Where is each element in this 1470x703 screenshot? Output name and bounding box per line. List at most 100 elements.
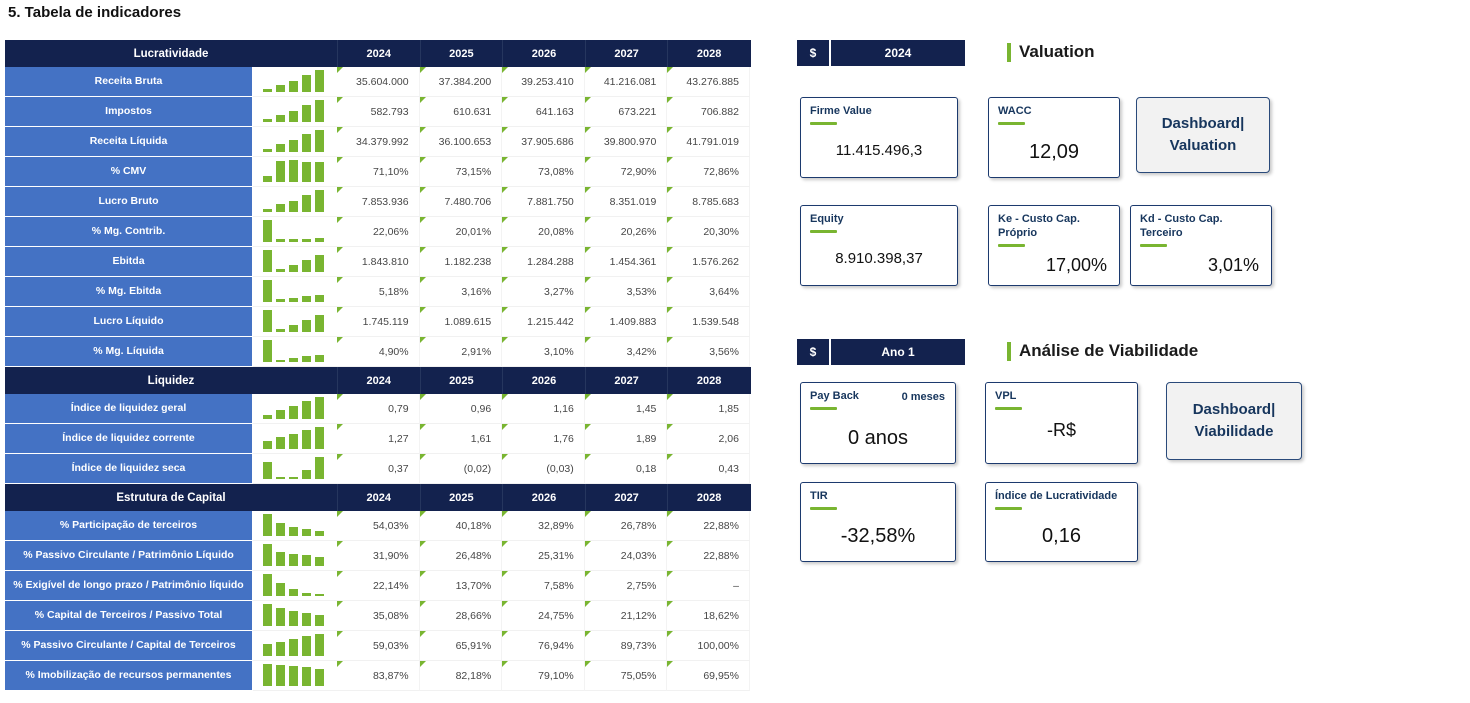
value-cell: 2,75% <box>584 571 668 601</box>
profitability-index-card: Índice de Lucratividade 0,16 <box>985 482 1138 562</box>
sparkline <box>253 277 337 307</box>
value-cell: (0,02) <box>419 454 503 484</box>
value-cell: 41.216.081 <box>584 67 668 97</box>
spark-bar <box>302 613 311 626</box>
spark-bar <box>276 360 285 362</box>
green-underline <box>995 406 1022 410</box>
row-label: % Participação de terceiros <box>5 511 253 541</box>
sparkline <box>253 187 337 217</box>
spark-bar <box>276 85 285 92</box>
spark-bar <box>302 134 311 152</box>
spark-bar <box>302 401 311 419</box>
value-cell: 100,00% <box>667 631 750 661</box>
table-row: Índice de liquidez corrente 1,27 1,61 1,76 1… <box>5 424 751 454</box>
spark-bar <box>302 105 311 122</box>
ke-label: Ke - Custo Cap. Próprio <box>998 213 1080 239</box>
year-header: 2028 <box>667 367 750 394</box>
spark-bar <box>315 634 324 656</box>
table-row: % Passivo Circulante / Capital de Tercei… <box>5 631 751 661</box>
value-cell: 1.284.288 <box>502 247 585 277</box>
value-cell: 1,76 <box>502 424 585 454</box>
sparkline <box>253 247 337 277</box>
value-cell: 24,03% <box>584 541 668 571</box>
value-cell: 20,01% <box>419 217 503 247</box>
dashboard-valuation-button[interactable]: Dashboard| Valuation <box>1136 97 1270 173</box>
sparkline <box>253 424 337 454</box>
spark-bar <box>289 160 298 182</box>
valuation-period: 2024 <box>884 46 912 60</box>
value-cell: 41.791.019 <box>667 127 750 157</box>
green-underline <box>995 506 1022 510</box>
row-label: Índice de liquidez seca <box>5 454 253 484</box>
value-cell: 2,06 <box>667 424 750 454</box>
spark-bar <box>263 441 272 449</box>
value-cell: 22,06% <box>337 217 420 247</box>
table-row: % Mg. Líquida 4,90% 2,91% 3,10% 3,42% 3,56% <box>5 337 751 367</box>
row-label: % CMV <box>5 157 253 187</box>
spark-bar <box>315 295 324 302</box>
spark-bar <box>315 130 324 152</box>
row-label: Índice de liquidez geral <box>5 394 253 424</box>
dashboard-viability-button[interactable]: Dashboard| Viabilidade <box>1166 382 1302 460</box>
value-cell: 34.379.992 <box>337 127 420 157</box>
value-cell: 36.100.653 <box>419 127 503 157</box>
value-cell: 37.384.200 <box>419 67 503 97</box>
year-header: 2026 <box>502 367 585 394</box>
spark-bar <box>315 557 324 566</box>
value-cell: 1,27 <box>337 424 420 454</box>
table-row: Receita Líquida 34.379.992 36.100.653 37.90… <box>5 127 751 157</box>
table-row: Índice de liquidez seca 0,37 (0,02) (0,03) 0… <box>5 454 751 484</box>
spark-bar <box>289 666 298 686</box>
equity-value: 8.910.398,37 <box>835 250 923 267</box>
year-header: 2027 <box>584 40 668 67</box>
value-cell: 75,05% <box>584 661 668 691</box>
spark-bar <box>315 162 324 182</box>
row-label: % Mg. Líquida <box>5 337 253 367</box>
spark-bar <box>289 358 298 362</box>
value-cell: 7.480.706 <box>419 187 503 217</box>
green-underline <box>810 506 837 510</box>
profitability-index-label: Índice de Lucratividade <box>995 490 1118 502</box>
value-cell: 72,90% <box>584 157 668 187</box>
kd-card: Kd - Custo Cap. Terceiro 3,01% <box>1130 205 1272 286</box>
row-label: Receita Bruta <box>5 67 253 97</box>
spark-bar <box>263 250 272 272</box>
row-label: Lucro Líquido <box>5 307 253 337</box>
sparkline <box>253 337 337 367</box>
spark-bar <box>315 255 324 272</box>
spark-bar <box>289 265 298 272</box>
value-cell: 28,66% <box>419 601 503 631</box>
spark-bar <box>315 427 324 449</box>
valuation-period-bar: $ 2024 <box>797 40 965 66</box>
row-label: % Capital de Terceiros / Passivo Total <box>5 601 253 631</box>
spark-bar <box>302 260 311 272</box>
spark-bar <box>263 462 272 479</box>
value-cell: 37.905.686 <box>502 127 585 157</box>
value-cell: 3,27% <box>502 277 585 307</box>
spark-bar <box>263 220 272 242</box>
value-cell: 1.409.883 <box>584 307 668 337</box>
spark-bar <box>263 310 272 332</box>
year-header: 2027 <box>584 367 668 394</box>
value-cell: 3,10% <box>502 337 585 367</box>
dollar-symbol: $ <box>797 40 831 66</box>
sparkline <box>253 394 337 424</box>
payback-value: 0 anos <box>847 427 909 449</box>
value-cell: 7,58% <box>502 571 585 601</box>
spark-bar <box>302 296 311 302</box>
table-row: % Imobilização de recursos permanentes 83… <box>5 661 751 691</box>
green-underline <box>810 229 837 233</box>
row-label: % Mg. Contrib. <box>5 217 253 247</box>
spark-bar <box>302 470 311 479</box>
spark-bar <box>302 555 311 566</box>
spark-bar <box>315 615 324 626</box>
row-label: % Passivo Circulante / Capital de Tercei… <box>5 631 253 661</box>
spark-bar <box>289 201 298 212</box>
row-label: % Imobilização de recursos permanentes <box>5 661 253 691</box>
value-cell: (0,03) <box>502 454 585 484</box>
table-row: % Exigível de longo prazo / Patrimônio l… <box>5 571 751 601</box>
spark-bar <box>302 75 311 92</box>
year-header: 2026 <box>502 484 585 511</box>
spark-bar <box>289 325 298 332</box>
spark-bar <box>276 269 285 272</box>
